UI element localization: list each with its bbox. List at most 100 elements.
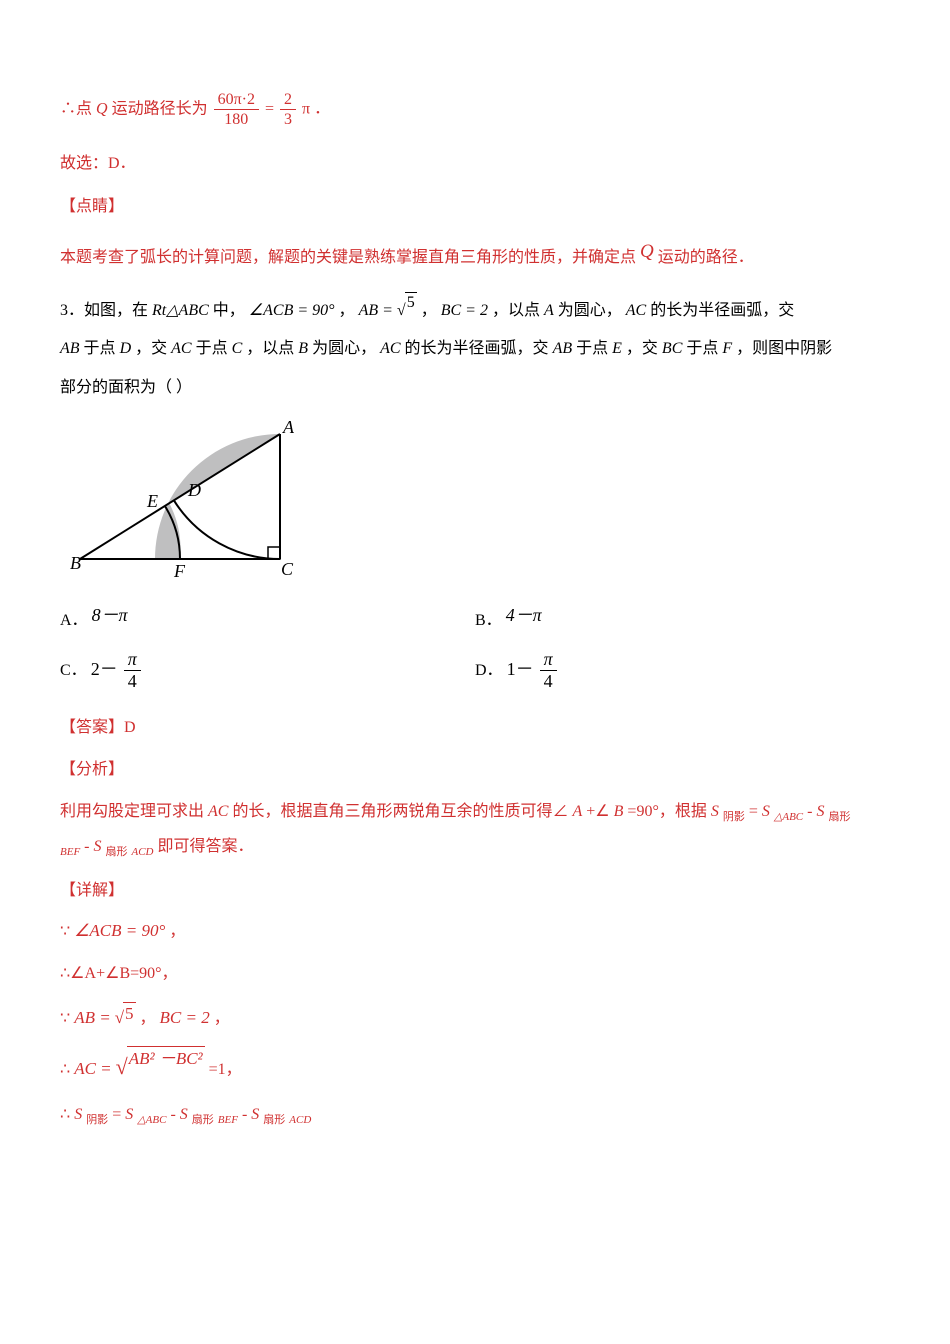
txt: ∴点 (60, 100, 92, 117)
label-f: F (173, 561, 186, 579)
triangle-diagram: A B C D E F (70, 419, 890, 590)
txt: ， (421, 302, 437, 319)
sub: △ABC (137, 1114, 166, 1126)
txt: ，以点 (492, 302, 540, 319)
xj-l1: ∵ ∠ACB = 90° ， (60, 915, 890, 947)
pi: π (302, 100, 310, 117)
frac-2: 2 3 (280, 90, 296, 129)
txt: ，交 (135, 340, 167, 357)
label-c: C (281, 559, 294, 579)
txt: 3．如图，在 (60, 302, 148, 319)
fenxi-label: 【分析】 (60, 755, 890, 785)
txt: ，则图中阴影 (736, 340, 832, 357)
equals: = (265, 100, 274, 117)
txt: 的长为半径画弧，交 (650, 302, 794, 319)
option-d: D． 1－ π 4 (475, 649, 890, 693)
intro-line: ∴点 Q 运动路径长为 60π·2 180 = 2 3 π ． (60, 90, 890, 129)
sub: △ABC (774, 811, 803, 823)
txt: ， (339, 302, 355, 319)
period: ． (314, 100, 330, 117)
var-a: A (544, 302, 554, 319)
xiangjie-label: 【详解】 (60, 876, 890, 906)
sqrt: √5 (115, 1002, 136, 1034)
txt: 于点 (196, 340, 228, 357)
var-bc2: BC (662, 340, 682, 357)
sub: 扇形 (828, 811, 850, 823)
opt-val: 8－π (92, 605, 128, 625)
txt: 于点 (576, 340, 608, 357)
txt: 故选：D． (60, 155, 136, 172)
opt-pre: 1－ (507, 658, 534, 678)
option-b: B． 4－π (475, 602, 890, 636)
txt: 于点 (84, 340, 116, 357)
label-e: E (146, 491, 158, 511)
txt: 运动路径长为 (112, 100, 208, 117)
txt: ，交 (626, 340, 658, 357)
label-a: A (282, 419, 295, 437)
var-d: D (120, 340, 132, 357)
options-row-1: A． 8－π B． 4－π (60, 602, 890, 636)
var-c: C (232, 340, 243, 357)
txt: 为圆心， (558, 302, 622, 319)
txt: ∴∠A+∠B=90°， (60, 965, 178, 982)
var: A (572, 803, 582, 820)
minus: - (84, 838, 89, 855)
rt: Rt△ABC (152, 302, 209, 319)
txt: 的长，根据直角三角形两锐角互余的性质可得∠ (232, 803, 568, 820)
answer-val: D (124, 719, 136, 736)
opt-label: D． (475, 661, 503, 678)
frac-den: 180 (214, 110, 259, 129)
problem-3: 3．如图，在 Rt△ABC 中， ∠ACB = 90° ， AB = √5 ， … (60, 292, 890, 407)
var: S (251, 1106, 259, 1123)
opt-label: B． (475, 612, 502, 629)
var: S (74, 1106, 82, 1123)
minus: - (807, 803, 812, 820)
txt: 于点 (686, 340, 718, 357)
arg: 5 (123, 1002, 136, 1025)
expr: BC = 2 (160, 1008, 210, 1027)
sub: 扇形 (192, 1114, 214, 1126)
var: AC (208, 803, 228, 820)
sub: 阴影 (86, 1114, 108, 1126)
frac-den: 4 (124, 671, 141, 693)
expr: AC = (74, 1059, 111, 1078)
var-q: Q (640, 241, 654, 262)
txt: ， (169, 923, 185, 940)
txt: ∴ (60, 1061, 70, 1078)
answer-select: 故选：D． (60, 149, 890, 179)
var-b: B (298, 340, 308, 357)
var: S (180, 1106, 188, 1123)
txt: 中， (213, 302, 245, 319)
var-q: Q (96, 100, 108, 117)
expr: ∠ACB = 90° (74, 921, 165, 940)
expr: AB = (74, 1008, 111, 1027)
var: S (125, 1106, 133, 1123)
var-ac2: AC (171, 340, 191, 357)
var-ab2: AB (553, 340, 573, 357)
txt: 为圆心， (312, 340, 376, 357)
eq: = (749, 803, 758, 820)
opt-frac: π 4 (124, 649, 141, 693)
opt-label: A． (60, 612, 88, 629)
opt-frac: π 4 (540, 649, 557, 693)
txt: 的长为半径画弧，交 (405, 340, 549, 357)
txt: ， (214, 1010, 230, 1027)
frac-num: 60π·2 (214, 90, 259, 110)
var-ab: AB (60, 340, 80, 357)
txt: =90°，根据 (627, 803, 706, 820)
var-ac3: AC (380, 340, 400, 357)
frac-den: 3 (280, 110, 296, 129)
var-e: E (612, 340, 622, 357)
var: S (762, 803, 770, 820)
xj-l3: ∵ AB = √5 ， BC = 2 ， (60, 1002, 890, 1034)
bc-eq: BC = 2 (441, 302, 488, 319)
txt: ∵ (60, 923, 70, 940)
arc-a (174, 500, 280, 559)
var: S (711, 803, 719, 820)
diagram-svg: A B C D E F (70, 419, 310, 579)
frac-den: 4 (540, 671, 557, 693)
frac-1: 60π·2 180 (214, 90, 259, 129)
shaded-region (155, 434, 280, 559)
label-b: B (70, 553, 81, 573)
sqrt-arg: 5 (405, 292, 417, 314)
